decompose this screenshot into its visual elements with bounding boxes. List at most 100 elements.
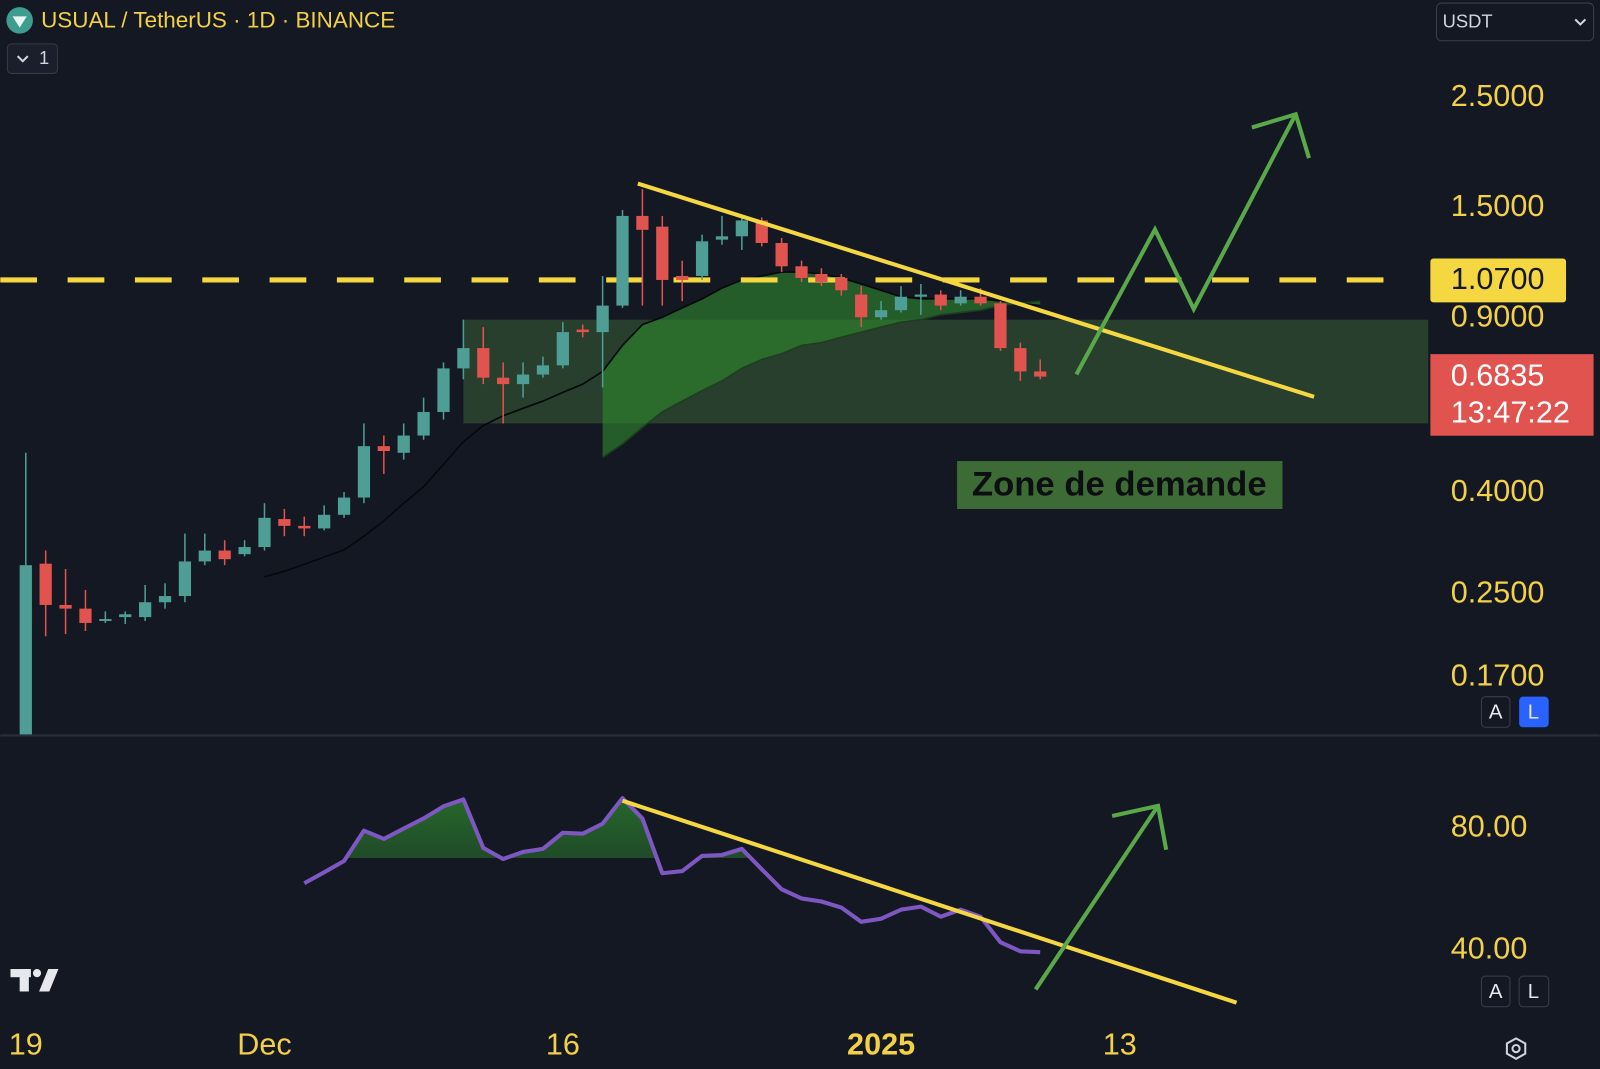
x-tick-label: 13 [1103, 1028, 1137, 1062]
y-tick-label: 0.9000 [1451, 299, 1545, 333]
logo[interactable] [10, 969, 59, 992]
candle-body [119, 614, 132, 618]
candle-body [457, 348, 470, 369]
candle-body [218, 550, 231, 560]
candle-body [516, 374, 530, 385]
scale-button-label: L [1528, 701, 1539, 723]
candle-body [695, 241, 709, 276]
drawings [621, 111, 1315, 1005]
y-tick-label: 0.1700 [1451, 659, 1545, 693]
indicator-count: 1 [39, 47, 49, 68]
logo-part [32, 969, 42, 978]
candle-body [815, 273, 828, 282]
candle-body [417, 411, 430, 436]
candle-body [158, 596, 172, 603]
indicator-toggle[interactable] [6, 43, 58, 74]
scale-button[interactable] [1480, 696, 1511, 728]
settings-button[interactable] [1505, 1037, 1527, 1060]
candle-body [497, 377, 510, 385]
candle-body [775, 243, 788, 267]
chart-title: USUAL / TetherUS · 1D · BINANCE [41, 7, 395, 32]
logo-part [19, 969, 29, 992]
symbol-icon-glyph [12, 16, 27, 28]
candle-body [298, 525, 311, 529]
candle-body [39, 563, 52, 605]
currency-select[interactable] [1435, 2, 1595, 42]
rsi-line [303, 796, 1041, 955]
scale-button[interactable] [1519, 696, 1549, 728]
x-tick-label: 16 [546, 1028, 580, 1062]
candle-body [636, 215, 649, 230]
chevron [1574, 18, 1587, 26]
y-tick-label: 80.00 [1451, 810, 1528, 844]
currency-label: USDT [1443, 10, 1493, 31]
candle-body [79, 608, 92, 623]
candle-body [178, 561, 192, 597]
candle-body [19, 565, 32, 735]
last-price-label: 0.6835 [1451, 359, 1545, 393]
candle-body [377, 446, 390, 452]
y-tick-label: 40.00 [1451, 931, 1528, 965]
zone-label: Zone de demande [972, 466, 1267, 504]
scale-button-label: L [1528, 981, 1539, 1003]
countdown-label: 13:47:22 [1451, 395, 1570, 429]
overbought-fill [304, 798, 1041, 859]
chevron [16, 55, 29, 63]
scale-button[interactable] [1518, 975, 1550, 1008]
y-tick-label: 0.2500 [1451, 576, 1545, 610]
level-label: 1.0700 [1451, 262, 1545, 296]
candle-body [1014, 348, 1027, 372]
candle-body [556, 332, 569, 366]
candle-body [536, 365, 550, 375]
scale-button-label: A [1489, 701, 1503, 723]
candle-body [258, 517, 271, 548]
band-fill [602, 272, 1041, 458]
rsi-trend-line [621, 798, 1238, 1005]
trend-line [637, 181, 1315, 399]
scale-button-label: A [1489, 981, 1503, 1003]
projection-arrow [1074, 113, 1298, 376]
x-tick-label: 19 [9, 1028, 43, 1062]
level-label-box [1430, 258, 1567, 303]
candle-body [974, 296, 987, 304]
candle-body [874, 310, 888, 318]
candle-body [59, 604, 72, 609]
candle-body [397, 435, 410, 453]
candle-body [735, 220, 748, 237]
overlay-line [264, 271, 1041, 578]
logo-part [39, 969, 59, 992]
overlay-line [602, 300, 1041, 458]
arrow-head [1251, 111, 1311, 159]
candle-body [198, 550, 211, 562]
arrow-head [1111, 803, 1169, 851]
candle-body [616, 215, 629, 306]
candle-body [278, 519, 291, 526]
settings-icon [1511, 1044, 1521, 1054]
candle-body [337, 497, 351, 515]
candle-body [357, 446, 371, 498]
y-tick-label: 2.5000 [1451, 79, 1545, 113]
y-tick-label: 0.4000 [1451, 474, 1545, 508]
candle-body [914, 294, 927, 297]
band-layer [602, 272, 1041, 458]
rsi-layer [303, 796, 1041, 955]
candle-body [855, 294, 868, 318]
x-tick-label: 2025 [847, 1028, 915, 1062]
candle-body [755, 220, 768, 244]
candle-body [994, 303, 1007, 349]
candle-body [835, 277, 848, 291]
axis-layer: 2.5000 1.5000 0.9000 0.4000 0.2500 0.1700 1.07… [9, 79, 1594, 1062]
candle-body [238, 547, 251, 555]
candle-body [1034, 371, 1047, 377]
last-price-box [1430, 354, 1594, 436]
candle-body [934, 294, 947, 306]
settings-icon [1505, 1037, 1527, 1060]
candle-body [715, 236, 729, 240]
rsi-projection-arrow [1033, 804, 1160, 991]
scale-button[interactable] [1480, 975, 1511, 1008]
x-tick-label: Dec [237, 1028, 291, 1062]
candle-body [596, 305, 609, 333]
